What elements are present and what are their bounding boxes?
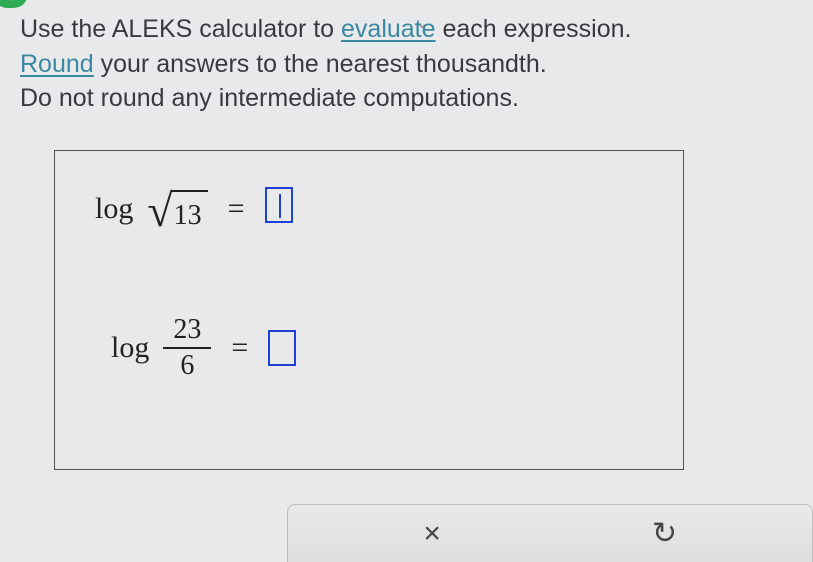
equals-sign: = — [231, 331, 248, 365]
round-link[interactable]: Round — [20, 50, 94, 78]
answer-input-1[interactable] — [265, 187, 293, 223]
equals-sign: = — [228, 192, 245, 226]
answer-input-2[interactable] — [268, 330, 296, 366]
log-label: log — [111, 331, 149, 365]
square-root: √ 13 — [147, 195, 207, 223]
clear-button[interactable]: × — [423, 517, 441, 551]
equation-2: log 23 6 = — [111, 313, 653, 383]
instruction-line-2: Round your answers to the nearest thousa… — [20, 47, 793, 82]
math-problem-box: log √ 13 = log 23 6 = — [54, 150, 684, 470]
log-label: log — [95, 192, 133, 226]
fraction: 23 6 — [163, 313, 211, 383]
text-segment: Use the ALEKS calculator to — [20, 15, 341, 43]
radicand-wrap: 13 — [171, 190, 208, 222]
instruction-line-3: Do not round any intermediate computatio… — [20, 81, 793, 116]
text-segment: your answers to the nearest thousandth. — [94, 50, 547, 78]
fraction-denominator: 6 — [172, 349, 202, 383]
fraction-numerator: 23 — [165, 313, 209, 347]
equation-1: log √ 13 = — [95, 187, 653, 231]
instructions-block: Use the ALEKS calculator to evaluate⌄ ea… — [0, 0, 813, 126]
answer-box-wrap — [265, 187, 293, 231]
text-segment: each expression. — [436, 15, 632, 43]
radicand-value: 13 — [174, 200, 202, 231]
hint-arrow-icon: ⌄ — [416, 14, 429, 35]
reset-button[interactable]: ↺ — [652, 516, 677, 551]
radical-symbol: √ — [147, 197, 172, 225]
chevron-down-icon — [1, 0, 21, 2]
instruction-line-1: Use the ALEKS calculator to evaluate⌄ ea… — [20, 12, 793, 47]
action-toolbar: × ↺ — [287, 504, 813, 562]
